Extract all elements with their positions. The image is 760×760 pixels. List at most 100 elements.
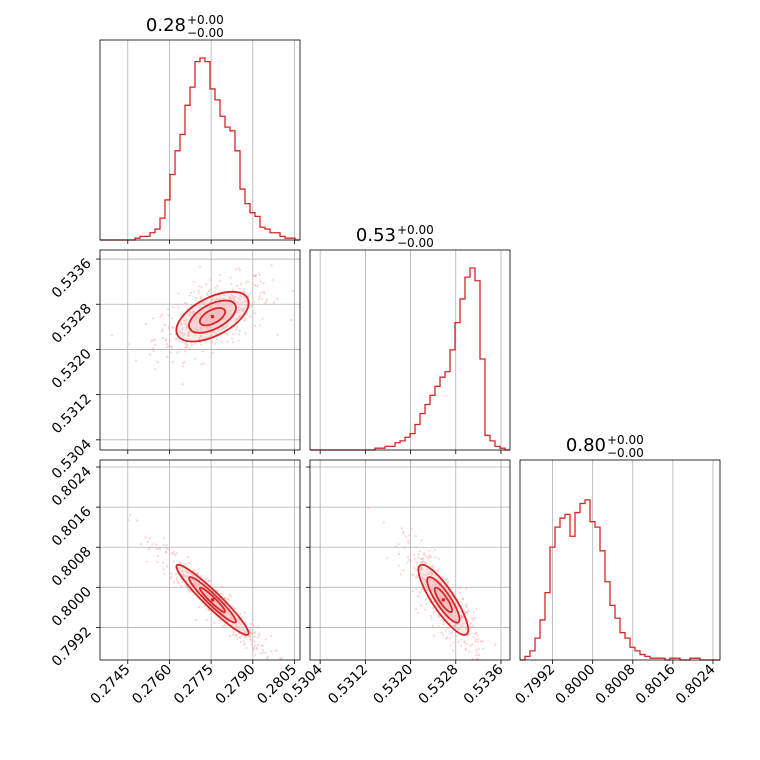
sample-point bbox=[254, 631, 257, 634]
sample-point bbox=[437, 616, 441, 619]
sample-point bbox=[199, 326, 202, 329]
sample-point bbox=[232, 633, 235, 636]
sample-point bbox=[243, 307, 246, 310]
sample-point bbox=[234, 318, 238, 321]
sample-point bbox=[194, 581, 197, 584]
sample-point bbox=[197, 336, 201, 340]
sample-point bbox=[181, 574, 185, 577]
sample-point bbox=[477, 647, 480, 650]
sample-point bbox=[181, 361, 184, 365]
sample-point bbox=[206, 292, 209, 295]
sample-point bbox=[257, 625, 260, 628]
sample-point bbox=[240, 310, 244, 313]
sample-point bbox=[226, 314, 229, 317]
sample-point bbox=[249, 622, 253, 625]
sample-point bbox=[151, 542, 154, 546]
sample-point bbox=[244, 636, 247, 639]
sample-point bbox=[184, 574, 188, 577]
sample-point bbox=[166, 308, 170, 311]
sample-point bbox=[129, 513, 132, 517]
sample-point bbox=[179, 348, 182, 352]
sample-point bbox=[464, 587, 468, 590]
sample-point bbox=[201, 301, 204, 304]
sample-point bbox=[232, 297, 235, 300]
sample-point bbox=[217, 304, 220, 307]
sample-point bbox=[171, 326, 174, 329]
sample-point bbox=[291, 289, 294, 293]
sample-point bbox=[424, 561, 427, 565]
sample-point bbox=[220, 585, 223, 588]
y-tick-label: 0.7992 bbox=[49, 624, 95, 670]
y-tick-label: 0.8016 bbox=[49, 504, 95, 550]
sample-point bbox=[424, 561, 427, 565]
sample-point bbox=[241, 290, 244, 293]
sample-point bbox=[404, 535, 407, 538]
sample-point bbox=[280, 657, 284, 660]
sample-point bbox=[434, 583, 437, 586]
sample-point bbox=[149, 546, 152, 549]
sample-point bbox=[245, 281, 248, 284]
sample-point bbox=[442, 633, 445, 636]
sample-point bbox=[200, 575, 203, 578]
sample-point bbox=[177, 582, 180, 585]
sample-point bbox=[453, 608, 456, 611]
sample-point bbox=[185, 325, 188, 328]
sample-point bbox=[192, 310, 195, 313]
density-peak bbox=[210, 598, 215, 602]
sample-point bbox=[168, 339, 171, 342]
sample-point bbox=[430, 587, 434, 590]
sample-point bbox=[423, 578, 426, 581]
sample-point bbox=[430, 584, 433, 587]
sample-point bbox=[228, 634, 232, 637]
sample-point bbox=[261, 648, 264, 652]
sample-point bbox=[423, 553, 426, 557]
sample-point bbox=[167, 345, 170, 348]
sample-point bbox=[464, 604, 468, 607]
sample-point bbox=[414, 576, 417, 579]
sample-point bbox=[262, 282, 265, 285]
sample-point bbox=[248, 629, 252, 632]
title-value: 0.28 bbox=[146, 15, 186, 36]
sample-point bbox=[201, 326, 204, 329]
sample-point bbox=[189, 573, 193, 576]
sample-point bbox=[253, 312, 256, 315]
sample-point bbox=[207, 290, 210, 293]
sample-point bbox=[231, 605, 235, 608]
sample-point bbox=[424, 598, 427, 601]
sample-point bbox=[156, 554, 159, 557]
sample-point bbox=[421, 557, 424, 561]
sample-point bbox=[464, 648, 467, 651]
sample-point bbox=[194, 618, 198, 621]
sample-point bbox=[186, 570, 190, 573]
sample-point bbox=[206, 325, 209, 329]
sample-point bbox=[167, 325, 171, 328]
sample-point bbox=[407, 555, 410, 559]
sample-point bbox=[239, 613, 242, 616]
sample-point bbox=[258, 634, 261, 637]
sample-point bbox=[262, 290, 265, 294]
sample-point bbox=[202, 362, 205, 365]
sample-point bbox=[170, 552, 173, 555]
sample-point bbox=[456, 618, 459, 621]
title-value: 0.53 bbox=[356, 225, 396, 246]
sample-point bbox=[197, 318, 200, 321]
sample-point bbox=[460, 614, 463, 618]
sample-point bbox=[449, 587, 453, 590]
y-tick-label: 0.5328 bbox=[49, 301, 95, 347]
sample-point bbox=[465, 642, 468, 646]
sample-point bbox=[234, 328, 237, 331]
sample-point bbox=[228, 296, 231, 299]
sample-point bbox=[421, 561, 424, 564]
sample-point bbox=[184, 575, 187, 578]
sample-point bbox=[150, 339, 153, 343]
sample-point bbox=[256, 636, 259, 639]
contour-panel-2-0: 0.27450.27600.27750.27900.28050.79920.80… bbox=[49, 459, 301, 707]
sample-point bbox=[193, 582, 196, 586]
sample-point bbox=[222, 293, 226, 296]
sample-point bbox=[249, 637, 252, 641]
sample-point bbox=[162, 561, 165, 564]
sample-point bbox=[223, 613, 226, 616]
sample-point bbox=[464, 627, 468, 630]
sample-point bbox=[200, 328, 203, 331]
sample-point bbox=[267, 655, 270, 659]
